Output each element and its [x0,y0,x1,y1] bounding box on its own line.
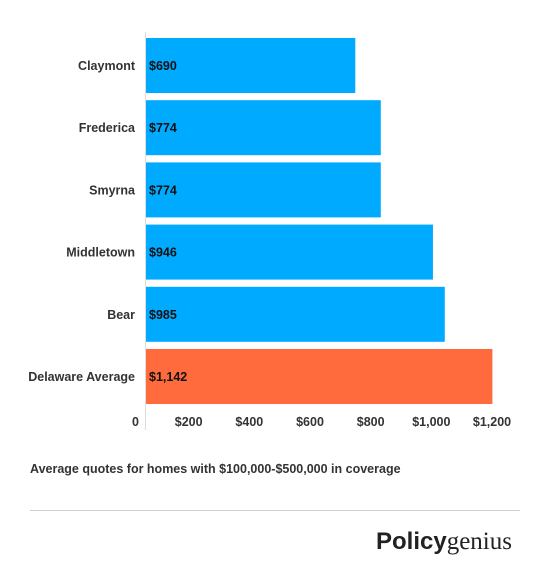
bar-frederica [146,100,381,156]
x-tick-label-400: $400 [235,415,263,429]
bar-delaware-average [146,349,493,404]
x-tick-labels-group: 0 $200 $400 $600 $800 $1,000 $1,200 [132,415,511,429]
category-label-claymont: Claymont [78,59,136,73]
footer-divider [30,510,520,511]
data-label-claymont: $690 [149,59,177,73]
data-label-bear: $985 [149,308,177,322]
bar-chart: Claymont Frederica Smyrna Middletown Bear Del… [28,32,511,430]
data-label-smyrna: $774 [149,183,177,197]
x-tick-label-0: 0 [132,415,139,429]
x-tick-label-800: $800 [357,415,385,429]
category-label-smyrna: Smyrna [89,183,136,197]
x-tick-label-1000: $1,000 [412,415,450,429]
data-labels-group: $690 $774 $774 $946 $985 $1,142 [149,59,187,384]
data-label-delaware-average: $1,142 [149,370,187,384]
bar-smyrna [146,162,381,218]
policygenius-logo: Policygenius [376,528,512,559]
bar-claymont [146,38,356,93]
category-label-bear: Bear [107,308,135,322]
bar-bear [146,286,445,342]
category-label-frederica: Frederica [79,121,136,135]
data-label-frederica: $774 [149,121,177,135]
category-labels-group: Claymont Frederica Smyrna Middletown Bear Del… [28,59,136,384]
x-tick-label-200: $200 [175,415,203,429]
x-tick-label-1200: $1,200 [473,415,511,429]
data-label-middletown: $946 [149,246,177,260]
bars-group [146,38,493,404]
category-label-middletown: Middletown [66,246,135,260]
category-label-delaware-average: Delaware Average [28,370,135,384]
logo-part-genius: genius [446,528,512,555]
bar-middletown [146,224,433,280]
chart-caption: Average quotes for homes with $100,000-$… [30,462,401,476]
logo-part-policy: Policy [376,528,447,555]
x-tick-label-600: $600 [296,415,324,429]
